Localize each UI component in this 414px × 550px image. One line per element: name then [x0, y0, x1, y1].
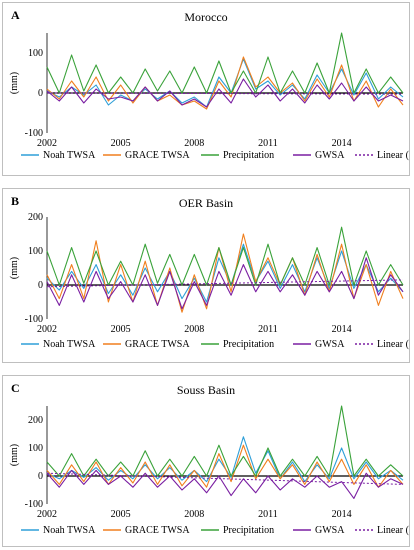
chart-panel-souss-basin: C Souss Basin (mm) -100 0 100 200 2002 2005 2008 2…	[2, 375, 410, 547]
panel-label: C	[11, 381, 20, 395]
panel-label: B	[11, 194, 19, 208]
x-tick-label: 2002	[37, 138, 57, 149]
legend-label-precip: Precipitation	[223, 525, 274, 536]
series-line-precip	[46, 32, 404, 94]
chart-panel-oer-basin: B OER Basin (mm) -100 0 100 200 2002 2005 2008 201…	[2, 188, 410, 363]
series-line-gwsa	[46, 257, 404, 310]
legend-label-trend: Linear (GWSA)	[377, 339, 409, 350]
x-tick-label: 2005	[111, 324, 131, 335]
series-line-grace	[46, 233, 404, 313]
chart-panel-morocco: A Morocco (mm) -100 0 100 2002 2005 2008 2011 2014…	[2, 2, 410, 176]
y-axis-label: (mm)	[9, 257, 20, 279]
series-line-noah	[46, 58, 404, 108]
chart-title: Souss Basin	[177, 383, 235, 397]
x-tick-label: 2014	[332, 324, 352, 335]
x-tick-label: 2011	[258, 324, 278, 335]
series-line-gwsa	[46, 469, 404, 499]
chart-svg: C Souss Basin (mm) -100 0 100 200 2002 2005 2008 2…	[9, 381, 409, 536]
legend-label-noah: Noah TWSA	[43, 150, 96, 161]
x-tick-label: 2011	[258, 509, 278, 520]
legend-label-noah: Noah TWSA	[43, 339, 96, 350]
series-line-precip	[46, 226, 404, 286]
x-tick-label: 2005	[111, 138, 131, 149]
x-tick-label: 2008	[184, 138, 204, 149]
y-tick-label: 0	[38, 280, 43, 291]
y-tick-label: 200	[28, 212, 43, 223]
legend-label-gwsa: GWSA	[315, 150, 345, 161]
x-tick-label: 2005	[111, 509, 131, 520]
series-line-precip	[46, 405, 404, 477]
legend-label-trend: Linear (GWSA)	[377, 525, 409, 536]
legend-label-gwsa: GWSA	[315, 525, 345, 536]
y-tick-label: -100	[25, 499, 43, 510]
x-tick-label: 2014	[332, 509, 352, 520]
x-tick-label: 2002	[37, 509, 57, 520]
legend-label-trend: Linear (GWSA)	[377, 150, 409, 161]
series-line-noah	[46, 243, 404, 303]
x-tick-label: 2014	[332, 138, 352, 149]
chart-title: OER Basin	[179, 196, 233, 210]
legend-label-grace: GRACE TWSA	[125, 150, 190, 161]
x-tick-label: 2008	[184, 324, 204, 335]
y-tick-label: 100	[28, 48, 43, 59]
series-line-grace	[46, 56, 404, 110]
legend-label-grace: GRACE TWSA	[125, 339, 190, 350]
x-tick-label: 2008	[184, 509, 204, 520]
legend-label-precip: Precipitation	[223, 339, 274, 350]
chart-title: Morocco	[184, 10, 227, 24]
legend-label-noah: Noah TWSA	[43, 525, 96, 536]
y-tick-label: 200	[28, 415, 43, 426]
y-tick-label: 0	[38, 88, 43, 99]
legend-label-precip: Precipitation	[223, 150, 274, 161]
y-axis-label: (mm)	[9, 72, 20, 94]
series-line-grace	[46, 444, 404, 488]
legend-label-gwsa: GWSA	[315, 339, 345, 350]
y-axis-label: (mm)	[9, 444, 20, 466]
y-tick-label: 100	[28, 443, 43, 454]
legend-label-grace: GRACE TWSA	[125, 525, 190, 536]
chart-svg: A Morocco (mm) -100 0 100 2002 2005 2008 2011 2014…	[9, 8, 409, 161]
series-line-trend	[46, 92, 404, 95]
y-tick-label: 0	[38, 471, 43, 482]
y-tick-label: 100	[28, 246, 43, 257]
series-line-trend	[46, 279, 404, 288]
series-line-gwsa	[46, 78, 404, 108]
panel-label: A	[11, 8, 20, 22]
y-tick-label: -100	[25, 314, 43, 325]
x-tick-label: 2011	[258, 138, 278, 149]
y-tick-label: -100	[25, 128, 43, 139]
chart-svg: B OER Basin (mm) -100 0 100 200 2002 2005 2008 201…	[9, 194, 409, 350]
x-tick-label: 2002	[37, 324, 57, 335]
series-line-trend	[46, 472, 404, 485]
